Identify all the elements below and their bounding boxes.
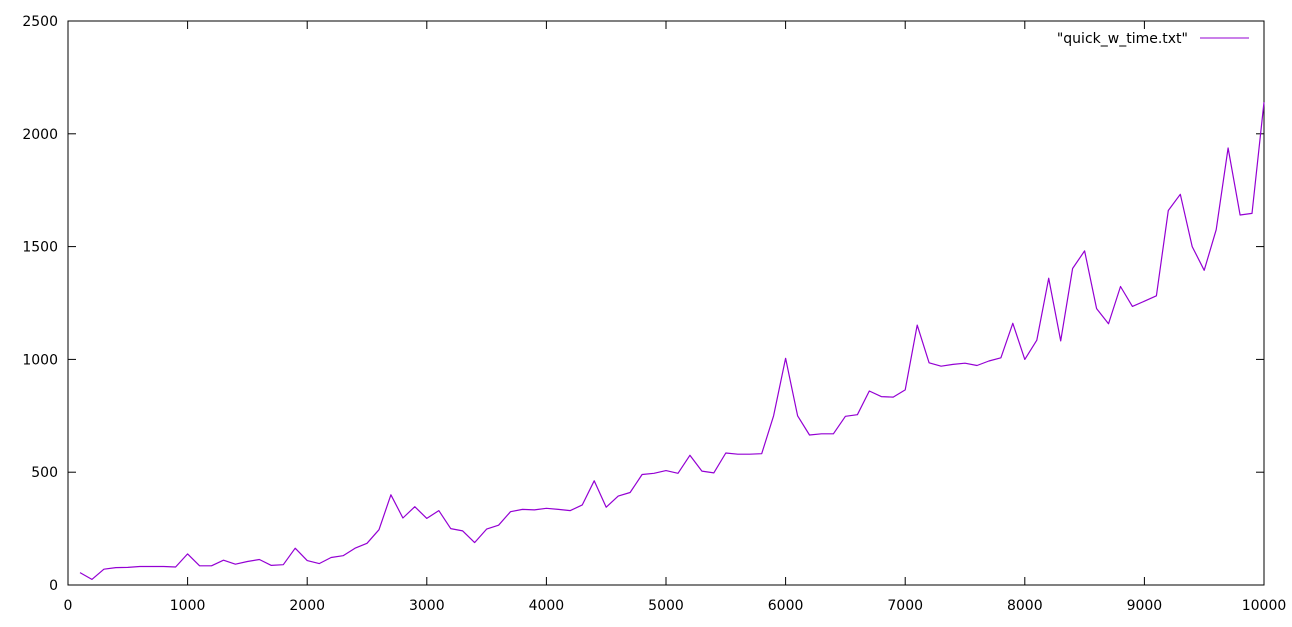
x-tick-label: 0 xyxy=(64,598,73,614)
x-tick-label: 2000 xyxy=(289,598,325,614)
x-tick-label: 6000 xyxy=(768,598,804,614)
y-tick-label: 2500 xyxy=(22,14,58,30)
plot-frame xyxy=(67,20,1265,586)
y-tick-label: 500 xyxy=(31,465,58,481)
x-axis-ticks: 0 1000 2000 3000 4000 5000 6000 7000 8000 9000 100… xyxy=(64,21,1287,614)
x-tick-label: 10000 xyxy=(1242,598,1287,614)
x-tick-label: 3000 xyxy=(409,598,445,614)
y-axis-ticks: 0 500 1000 1500 2000 2500 xyxy=(22,14,1264,594)
y-tick-label: 1000 xyxy=(22,352,58,368)
series-line-1 xyxy=(79,102,1265,581)
x-tick-label: 1000 xyxy=(170,598,206,614)
x-tick-label: 7000 xyxy=(887,598,923,614)
x-tick-label: 8000 xyxy=(1007,598,1043,614)
series-layer xyxy=(79,102,1265,581)
y-tick-label: 2000 xyxy=(22,127,58,143)
y-tick-label: 0 xyxy=(49,578,58,594)
x-tick-label: 4000 xyxy=(529,598,565,614)
x-tick-label: 5000 xyxy=(648,598,684,614)
legend-label-series-1: "quick_w_time.txt" xyxy=(1057,31,1188,47)
y-tick-label: 1500 xyxy=(22,240,58,256)
legend: "quick_w_time.txt" xyxy=(1057,31,1249,47)
x-tick-label: 9000 xyxy=(1127,598,1163,614)
